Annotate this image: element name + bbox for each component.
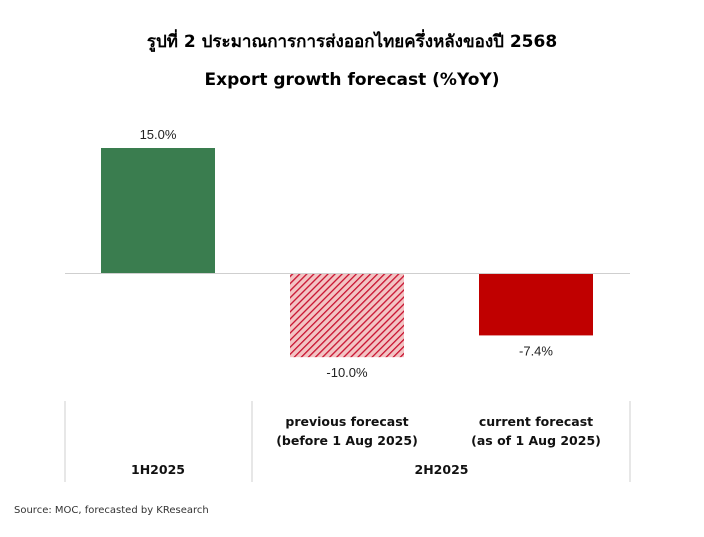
value-label-1: 15.0% bbox=[140, 127, 177, 142]
chart-subtitle: Export growth forecast (%YoY) bbox=[204, 70, 500, 90]
bar-2 bbox=[290, 273, 404, 358]
bars-layer bbox=[101, 148, 593, 358]
category-label-2-line-2: (before 1 Aug 2025) bbox=[276, 433, 418, 448]
group-label-1: 1H2025 bbox=[131, 462, 185, 477]
group-label-2: 2H2025 bbox=[415, 462, 469, 477]
category-label-3-line-2: (as of 1 Aug 2025) bbox=[471, 433, 601, 448]
category-table: previous forecast (before 1 Aug 2025) curr… bbox=[64, 401, 631, 482]
source-note: Source: MOC, forecasted by KResearch bbox=[14, 505, 209, 516]
category-label-2-line-1: previous forecast bbox=[285, 414, 408, 429]
bar-3 bbox=[479, 273, 593, 336]
bar-1 bbox=[101, 148, 215, 274]
value-label-2: -10.0% bbox=[326, 365, 368, 380]
value-labels-layer: 15.0% -10.0% -7.4% bbox=[140, 127, 554, 380]
category-label-3-line-1: current forecast bbox=[479, 414, 593, 429]
value-label-3: -7.4% bbox=[519, 343, 553, 358]
chart-title-thai: รูปที่ 2 ประมาณการการส่งออกไทยครึ่งหลังข… bbox=[146, 32, 558, 52]
